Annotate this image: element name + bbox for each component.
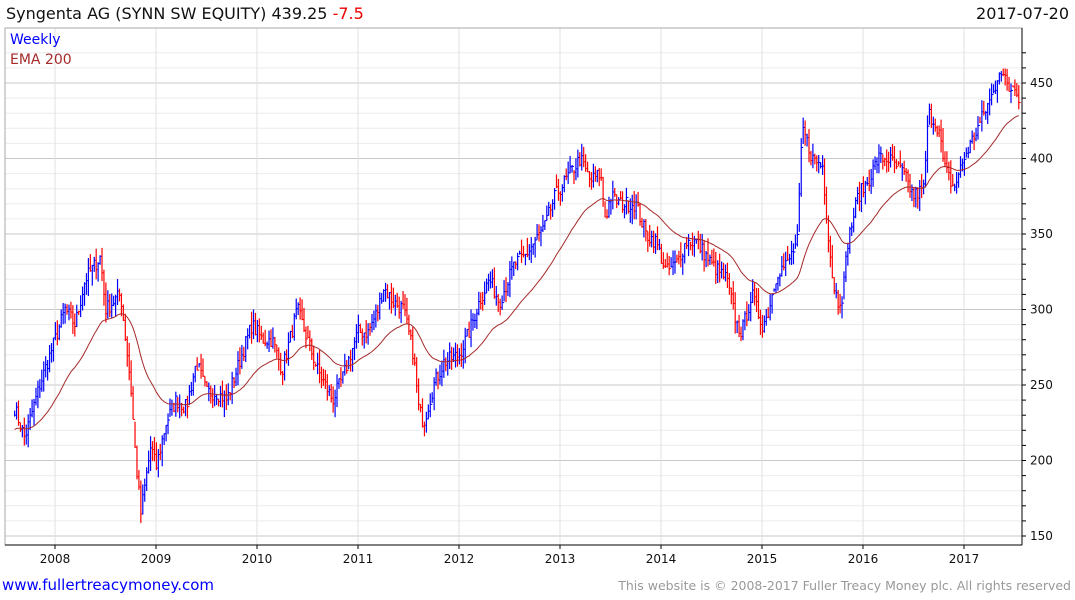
title-text: Syngenta AG (SYNN SW EQUITY) 439.25 <box>6 4 328 23</box>
copyright: This website is © 2008-2017 Fuller Treac… <box>618 578 1071 593</box>
y-tick-label: 200 <box>1030 454 1053 468</box>
y-tick-label: 450 <box>1030 76 1053 90</box>
ema-line <box>14 115 1019 431</box>
x-tick-label: 2009 <box>141 552 172 566</box>
chart-date: 2017-07-20 <box>976 4 1069 23</box>
x-tick-label: 2012 <box>444 552 475 566</box>
legend-weekly: Weekly <box>10 32 61 48</box>
y-tick-label: 300 <box>1030 303 1053 317</box>
y-tick-label: 250 <box>1030 378 1053 392</box>
x-tick-label: 2008 <box>40 552 71 566</box>
y-tick-label: 150 <box>1030 529 1053 543</box>
x-tick-label: 2013 <box>545 552 576 566</box>
price-change: -7.5 <box>332 4 364 23</box>
y-tick-label: 350 <box>1030 227 1053 241</box>
legend-ema: EMA 200 <box>10 52 72 68</box>
x-tick-label: 2011 <box>343 552 374 566</box>
x-tick-label: 2010 <box>242 552 273 566</box>
x-tick-label: 2014 <box>646 552 677 566</box>
x-tick-label: 2016 <box>848 552 879 566</box>
chart-title: Syngenta AG (SYNN SW EQUITY) 439.25 -7.5 <box>6 4 364 23</box>
x-tick-label: 2017 <box>949 552 980 566</box>
x-tick-label: 2015 <box>747 552 778 566</box>
y-tick-label: 400 <box>1030 152 1053 166</box>
website-link[interactable]: www.fullertreacymoney.com <box>2 576 215 594</box>
